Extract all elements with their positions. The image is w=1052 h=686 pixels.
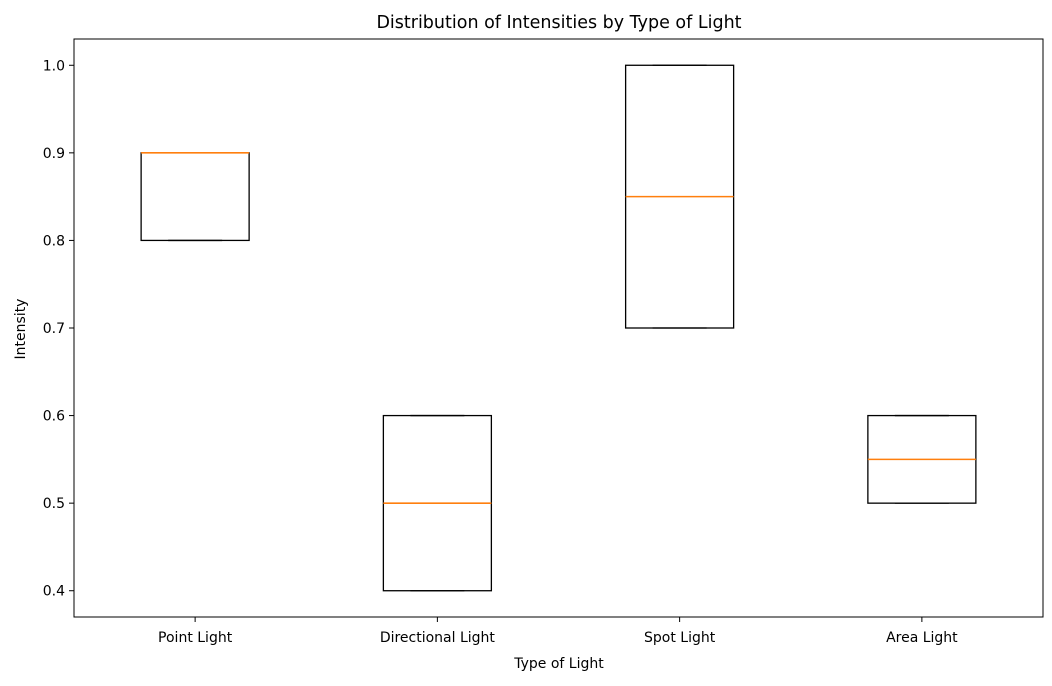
x-tick-label: Directional Light	[380, 630, 496, 646]
y-tick-label: 0.7	[43, 321, 65, 337]
x-tick-label: Point Light	[158, 630, 233, 646]
y-tick-label: 0.8	[43, 233, 65, 249]
y-tick-label: 0.5	[43, 496, 65, 512]
y-tick-label: 0.6	[43, 409, 65, 425]
y-axis-label: Intensity	[13, 299, 29, 360]
box-body	[140, 152, 250, 242]
y-tick-label: 1.0	[43, 58, 65, 74]
x-tick-label: Spot Light	[644, 630, 716, 646]
x-axis-label: Type of Light	[513, 656, 604, 672]
plot-area: 0.4 0.5 0.6 0.7 0.8 0.9 1.0 Point Light Directio…	[43, 38, 1044, 646]
y-tick-label: 0.4	[43, 584, 65, 600]
x-tick-label: Area Light	[886, 630, 958, 646]
axes-frame	[73, 38, 1044, 618]
chart-title: Distribution of Intensities by Type of L…	[376, 13, 741, 33]
y-tick-label: 0.9	[43, 146, 65, 162]
